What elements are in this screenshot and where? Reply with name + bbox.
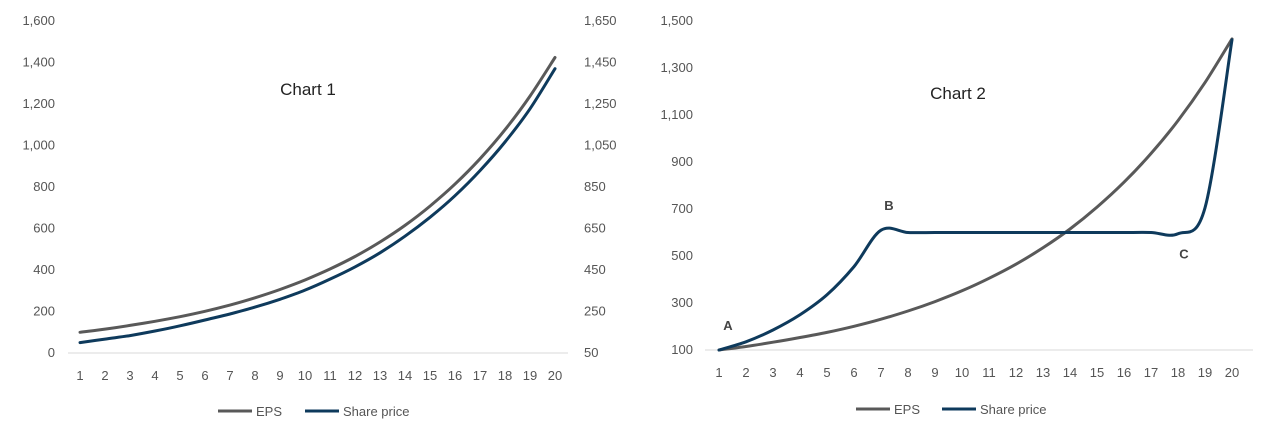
- chart-1-series: [78, 56, 557, 345]
- chart-2-x-tick-label: 12: [1009, 365, 1023, 380]
- chart-1-right-tick-label: 50: [584, 345, 598, 360]
- chart-1-right-tick-label: 1,650: [584, 13, 617, 28]
- chart-2-y-tick-label: 300: [671, 295, 693, 310]
- chart-1-series-share-price: [78, 67, 557, 345]
- chart-1-left-tick-label: 600: [33, 221, 55, 236]
- chart-1-left-tick-label: 200: [33, 304, 55, 319]
- chart-2-x-tick-label: 16: [1117, 365, 1131, 380]
- chart-2-y-tick-label: 100: [671, 342, 693, 357]
- chart-2-x-tick-label: 19: [1198, 365, 1212, 380]
- chart-1-axes: 02004006008001,0001,2001,4001,6005025045…: [22, 13, 616, 383]
- chart-1-x-tick-label: 9: [276, 368, 283, 383]
- chart-2-x-tick-label: 7: [877, 365, 884, 380]
- chart-2-x-tick-label: 9: [931, 365, 938, 380]
- chart-1-x-tick-label: 8: [251, 368, 258, 383]
- chart-1-x-tick-label: 11: [323, 368, 337, 383]
- chart-1-left-tick-label: 400: [33, 262, 55, 277]
- chart-1-x-tick-label: 13: [373, 368, 387, 383]
- chart-2-x-tick-label: 15: [1090, 365, 1104, 380]
- chart-2-y-tick-label: 500: [671, 248, 693, 263]
- chart-1-x-tick-label: 2: [101, 368, 108, 383]
- legend-share-price-label: Share price: [343, 404, 409, 419]
- chart-2-annotation-b: B: [884, 198, 893, 213]
- chart-1-right-tick-label: 850: [584, 179, 606, 194]
- chart-2-y-tick-label: 1,100: [660, 107, 693, 122]
- chart-2-x-tick-label: 10: [955, 365, 969, 380]
- chart-1-left-tick-label: 1,400: [22, 55, 55, 70]
- chart-1-x-tick-label: 6: [201, 368, 208, 383]
- chart-2-annotations: A B C: [723, 198, 1189, 333]
- legend-eps-label: EPS: [894, 402, 920, 417]
- chart-1-right-tick-label: 1,450: [584, 55, 617, 70]
- chart-2-series-share-price: [717, 38, 1234, 352]
- chart-2-x-tick-label: 8: [904, 365, 911, 380]
- chart-1-left-tick-label: 800: [33, 179, 55, 194]
- chart-1-x-tick-label: 20: [548, 368, 562, 383]
- chart-2-x-tick-label: 13: [1036, 365, 1050, 380]
- chart-1-x-tick-label: 3: [126, 368, 133, 383]
- chart-1-title: Chart 1: [280, 80, 336, 99]
- chart-2-x-tick-label: 4: [796, 365, 803, 380]
- chart-1-x-tick-label: 7: [226, 368, 233, 383]
- chart-1-legend: EPS Share price: [218, 404, 409, 419]
- chart-2-x-tick-label: 2: [742, 365, 749, 380]
- chart-1-left-tick-label: 1,200: [22, 96, 55, 111]
- chart-1-left-tick-label: 1,600: [22, 13, 55, 28]
- chart-2-y-tick-label: 1,300: [660, 60, 693, 75]
- chart-1-left-tick-label: 0: [48, 345, 55, 360]
- chart-2-title: Chart 2: [930, 84, 986, 103]
- chart-2-y-tick-label: 700: [671, 201, 693, 216]
- chart-1-right-tick-label: 450: [584, 262, 606, 277]
- chart-2-annotation-c: C: [1179, 247, 1189, 262]
- chart-2-x-tick-label: 17: [1144, 365, 1158, 380]
- chart-1-x-tick-label: 4: [151, 368, 158, 383]
- chart-2-legend: EPS Share price: [856, 402, 1046, 417]
- chart-1-series-eps: [78, 56, 557, 334]
- chart-1-x-tick-label: 14: [398, 368, 412, 383]
- chart-1: Chart 1 0 200 400 600 800 1,000 1,200 1,400 1,60…: [22, 13, 616, 419]
- chart-2-x-tick-label: 5: [823, 365, 830, 380]
- chart-2-x-tick-label: 20: [1225, 365, 1239, 380]
- chart-2-series: [717, 37, 1234, 352]
- chart-1-left-tick-label: 1,000: [22, 138, 55, 153]
- chart-2-y-tick-label: 900: [671, 154, 693, 169]
- chart-1-x-tick-label: 17: [473, 368, 487, 383]
- chart-1-x-tick-label: 15: [423, 368, 437, 383]
- chart-1-x-tick-label: 1: [76, 368, 83, 383]
- chart-1-x-tick-label: 12: [348, 368, 362, 383]
- chart-2-x-tick-label: 6: [850, 365, 857, 380]
- chart-2-x-tick-label: 18: [1171, 365, 1185, 380]
- chart-2-x-tick-label: 1: [715, 365, 722, 380]
- chart-1-x-tick-label: 10: [298, 368, 312, 383]
- chart-2-series-eps: [717, 37, 1234, 352]
- legend-share-price-label: Share price: [980, 402, 1046, 417]
- chart-1-right-tick-label: 650: [584, 221, 606, 236]
- chart-1-x-tick-label: 18: [498, 368, 512, 383]
- chart-2-annotation-a: A: [723, 318, 733, 333]
- chart-1-x-tick-label: 19: [523, 368, 537, 383]
- chart-2-x-tick-label: 3: [769, 365, 776, 380]
- chart-1-right-tick-label: 250: [584, 304, 606, 319]
- chart-1-right-tick-label: 1,250: [584, 96, 617, 111]
- chart-1-x-tick-label: 5: [176, 368, 183, 383]
- legend-eps-label: EPS: [256, 404, 282, 419]
- chart-2-x-tick-label: 11: [982, 365, 996, 380]
- chart-1-x-tick-label: 16: [448, 368, 462, 383]
- chart-2-y-tick-label: 1,500: [660, 13, 693, 28]
- chart-1-right-tick-label: 1,050: [584, 138, 617, 153]
- chart-2-x-tick-label: 14: [1063, 365, 1077, 380]
